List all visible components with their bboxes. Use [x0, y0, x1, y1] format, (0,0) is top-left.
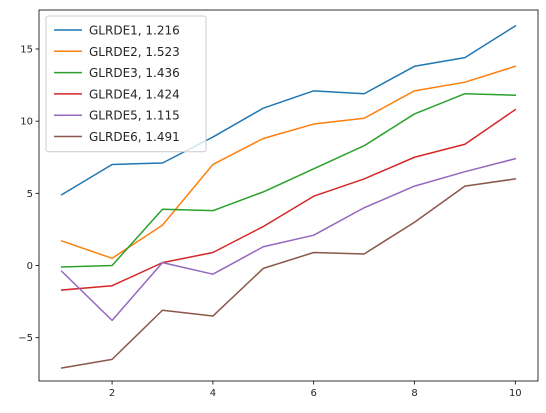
x-tick-label: 6 [311, 388, 317, 399]
x-tick-label: 10 [509, 388, 522, 399]
legend-label-6: GLRDE6, 1.491 [89, 130, 180, 144]
legend-label-3: GLRDE3, 1.436 [89, 66, 180, 80]
y-tick-label: 10 [20, 117, 33, 128]
x-tick-label: 4 [210, 388, 216, 399]
series-line-6 [60, 178, 517, 369]
y-tick-label: 15 [20, 44, 33, 55]
legend-label-2: GLRDE2, 1.523 [89, 45, 180, 59]
series-line-1 [60, 24, 517, 196]
series-line-3 [60, 92, 517, 268]
y-tick-label: 0 [27, 261, 33, 272]
legend-label-4: GLRDE4, 1.424 [89, 87, 180, 101]
legend-label-5: GLRDE5, 1.115 [89, 109, 180, 123]
x-tick-label: 8 [411, 388, 417, 399]
legend-box [45, 15, 207, 153]
x-tick-label: 2 [109, 388, 115, 399]
legend-label-1: GLRDE1, 1.216 [89, 24, 180, 38]
series-line-4 [60, 108, 517, 291]
legend: GLRDE1, 1.216 GLRDE2, 1.523 GLRDE3, 1.436 G… [45, 15, 207, 153]
y-tick-label: −5 [18, 333, 33, 344]
axis-ticks: 2 4 6 8 10 −5 0 5 10 15 [18, 44, 521, 399]
y-tick-label: 5 [27, 189, 33, 200]
series-line-5 [60, 157, 517, 322]
series-line-2 [60, 65, 517, 260]
plot-area [60, 24, 517, 369]
axes-frame [38, 9, 539, 382]
